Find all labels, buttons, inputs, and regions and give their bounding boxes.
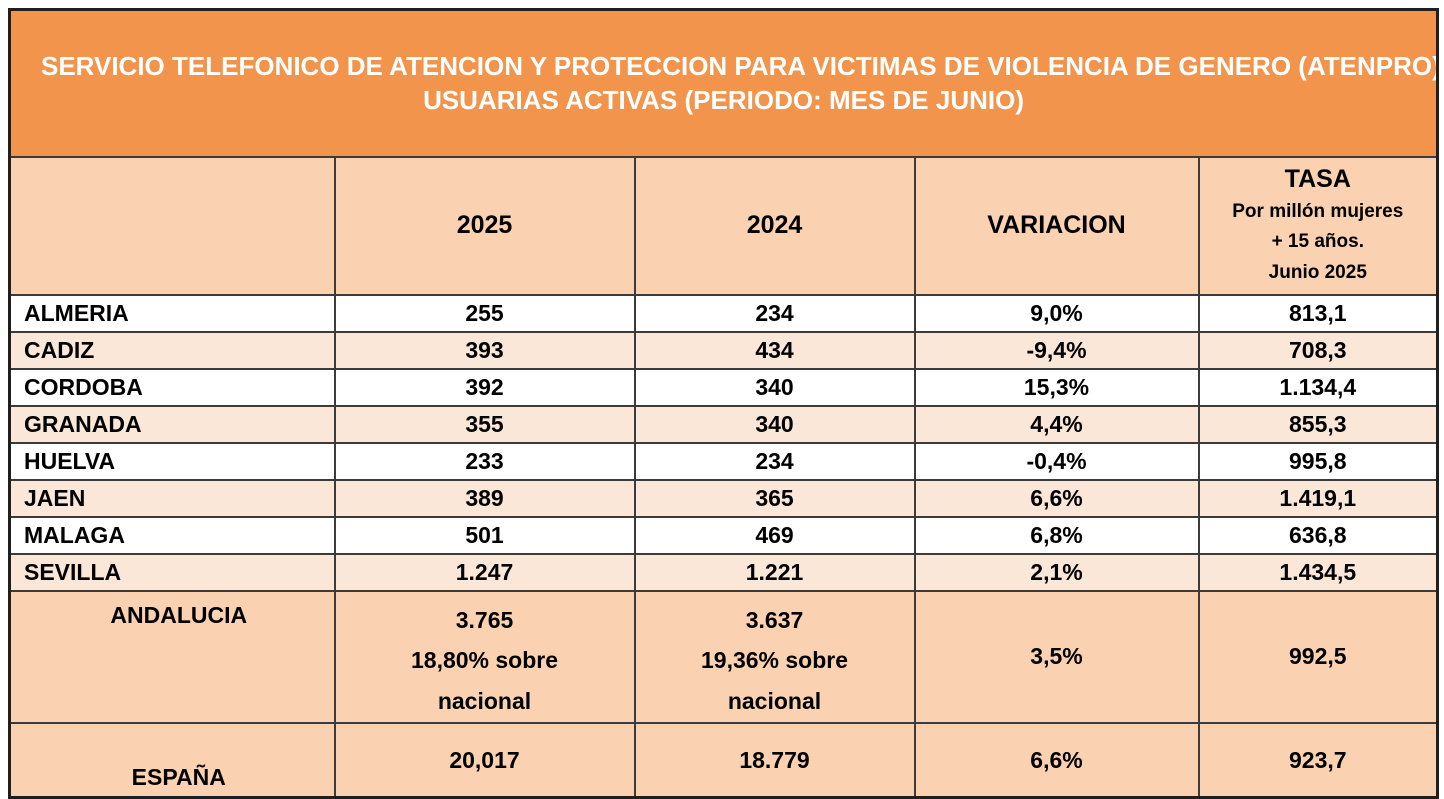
table-row-cordoba: CORDOBA 392 340 15,3% 1.134,4 xyxy=(8,367,1439,407)
value-tasa: 995,8 xyxy=(1197,441,1439,481)
atenpro-report: SERVICIO TELEFONICO DE ATENCION Y PROTEC… xyxy=(8,8,1440,799)
value-2025: 1.247 xyxy=(333,552,636,592)
value-tasa: 992,5 xyxy=(1197,589,1439,725)
report-title: SERVICIO TELEFONICO DE ATENCION Y PROTEC… xyxy=(8,8,1439,158)
value-tasa: 855,3 xyxy=(1197,404,1439,444)
province-name: MALAGA xyxy=(8,515,336,555)
column-header-province xyxy=(8,155,336,296)
table-row-cadiz: CADIZ 393 434 -9,4% 708,3 xyxy=(8,330,1439,370)
value-variation: 6,6% xyxy=(913,478,1200,518)
value-variation: 9,0% xyxy=(913,293,1200,333)
value-variation: 15,3% xyxy=(913,367,1200,407)
value-2024: 1.221 xyxy=(633,552,916,592)
region-name: ANDALUCIA xyxy=(8,589,336,725)
value-2024: 365 xyxy=(633,478,916,518)
value-2025: 233 xyxy=(333,441,636,481)
value-variation: -9,4% xyxy=(913,330,1200,370)
total-2024-value: 3.637 xyxy=(745,606,804,633)
value-2024: 469 xyxy=(633,515,916,555)
value-2025-total: 3.765 18,80% sobre nacional xyxy=(333,589,636,725)
value-tasa: 1.434,5 xyxy=(1197,552,1439,592)
tasa-header-line1: Por millón mujeres xyxy=(1232,200,1404,222)
value-variation: 6,8% xyxy=(913,515,1200,555)
table-row-malaga: MALAGA 501 469 6,8% 636,8 xyxy=(8,515,1439,555)
tasa-header-line2: + 15 años. xyxy=(1271,231,1364,253)
atenpro-table: SERVICIO TELEFONICO DE ATENCION Y PROTEC… xyxy=(8,8,1440,799)
value-2024: 340 xyxy=(633,404,916,444)
total-2025-value: 3.765 xyxy=(455,606,514,633)
value-2025: 255 xyxy=(333,293,636,333)
value-2024: 434 xyxy=(633,330,916,370)
value-2024-total: 3.637 19,36% sobre nacional xyxy=(633,589,916,725)
country-name: ESPAÑA xyxy=(8,722,336,799)
table-row-andalucia-total: ANDALUCIA 3.765 18,80% sobre nacional 3.… xyxy=(8,589,1439,725)
value-tasa: 923,7 xyxy=(1197,722,1439,799)
value-2025: 393 xyxy=(333,330,636,370)
column-header-2025: 2025 xyxy=(333,155,636,296)
column-header-row: 2025 2024 VARIACION TASA Por millón muje… xyxy=(8,155,1439,296)
value-variation: 2,1% xyxy=(913,552,1200,592)
value-2024: 234 xyxy=(633,293,916,333)
column-header-tasa: TASA Por millón mujeres + 15 años. Junio… xyxy=(1197,155,1439,296)
value-2024: 18.779 xyxy=(633,722,916,799)
province-name: CORDOBA xyxy=(8,367,336,407)
value-tasa: 708,3 xyxy=(1197,330,1439,370)
province-name: CADIZ xyxy=(8,330,336,370)
value-tasa: 1.134,4 xyxy=(1197,367,1439,407)
province-name: ALMERIA xyxy=(8,293,336,333)
value-variation: 6,6% xyxy=(913,722,1200,799)
value-2025: 392 xyxy=(333,367,636,407)
table-row-granada: GRANADA 355 340 4,4% 855,3 xyxy=(8,404,1439,444)
value-variation: -0,4% xyxy=(913,441,1200,481)
total-2024-share-line2: nacional xyxy=(727,688,822,715)
value-variation: 4,4% xyxy=(913,404,1200,444)
report-title-line1: SERVICIO TELEFONICO DE ATENCION Y PROTEC… xyxy=(41,50,1438,81)
value-tasa: 1.419,1 xyxy=(1197,478,1439,518)
column-header-2024: 2024 xyxy=(633,155,916,296)
table-row-almeria: ALMERIA 255 234 9,0% 813,1 xyxy=(8,293,1439,333)
value-tasa: 636,8 xyxy=(1197,515,1439,555)
value-2025: 355 xyxy=(333,404,636,444)
table-row-sevilla: SEVILLA 1.247 1.221 2,1% 1.434,5 xyxy=(8,552,1439,592)
value-variation: 3,5% xyxy=(913,589,1200,725)
value-2025: 501 xyxy=(333,515,636,555)
total-2025-share-line1: 18,80% sobre xyxy=(410,647,559,674)
value-2024: 340 xyxy=(633,367,916,407)
tasa-header-title: TASA xyxy=(1284,165,1351,194)
province-name: JAEN xyxy=(8,478,336,518)
value-2025: 389 xyxy=(333,478,636,518)
value-2024: 234 xyxy=(633,441,916,481)
province-name: HUELVA xyxy=(8,441,336,481)
report-title-line2: USUARIAS ACTIVAS (PERIODO: MES DE JUNIO) xyxy=(423,85,1024,116)
table-row-jaen: JAEN 389 365 6,6% 1.419,1 xyxy=(8,478,1439,518)
province-name: SEVILLA xyxy=(8,552,336,592)
column-header-variation: VARIACION xyxy=(913,155,1200,296)
title-banner-row: SERVICIO TELEFONICO DE ATENCION Y PROTEC… xyxy=(8,8,1439,158)
value-2025: 20,017 xyxy=(333,722,636,799)
province-name: GRANADA xyxy=(8,404,336,444)
total-2024-share-line1: 19,36% sobre xyxy=(700,647,849,674)
table-row-espana-total: ESPAÑA 20,017 18.779 6,6% 923,7 xyxy=(8,722,1439,799)
tasa-header-line3: Junio 2025 xyxy=(1268,261,1367,283)
value-tasa: 813,1 xyxy=(1197,293,1439,333)
table-row-huelva: HUELVA 233 234 -0,4% 995,8 xyxy=(8,441,1439,481)
total-2025-share-line2: nacional xyxy=(437,688,532,715)
